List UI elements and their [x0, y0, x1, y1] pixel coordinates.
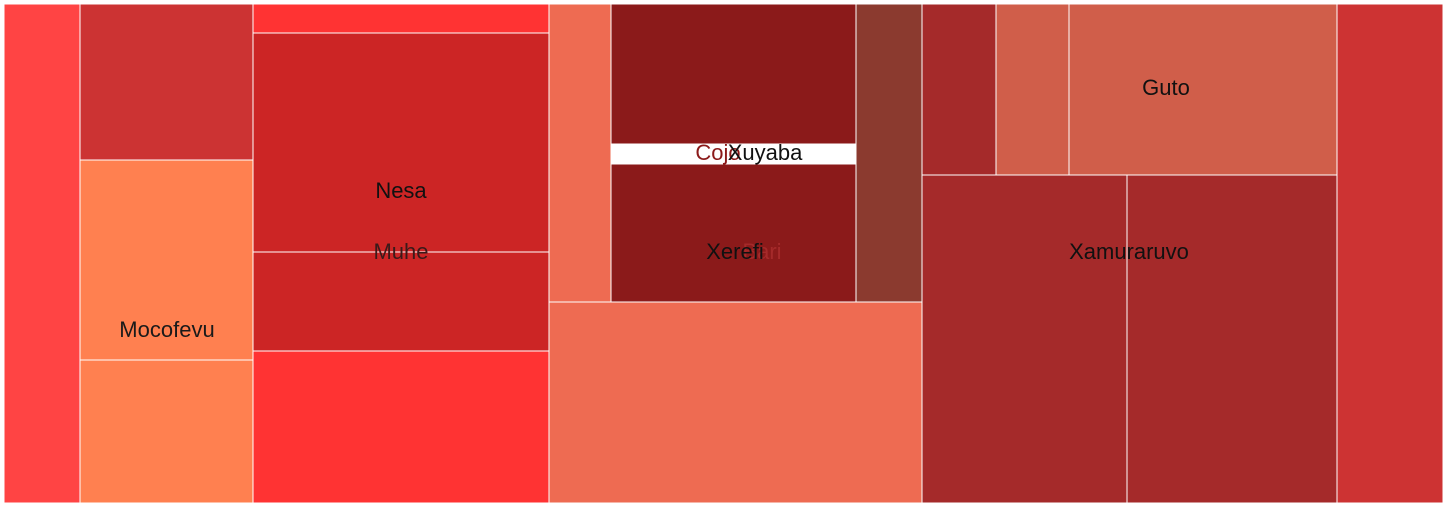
treemap-cell-13 — [855, 3, 923, 303]
treemap-cell-4 — [252, 3, 550, 34]
treemap-cells — [3, 3, 1444, 504]
treemap-cell-14 — [548, 301, 923, 504]
treemap-cell-muhe — [252, 251, 550, 352]
treemap-label-nesa: Nesa — [375, 178, 427, 203]
treemap-label-guto: Guto — [1142, 75, 1190, 100]
treemap-cell-18 — [921, 174, 1128, 504]
treemap-cell-xamuraruvo — [1126, 174, 1338, 504]
treemap-cell-mocofevu — [79, 159, 254, 361]
treemap-cell-0 — [3, 3, 81, 504]
treemap-cell-8 — [548, 3, 612, 303]
treemap-label-cojo: Cojo — [695, 140, 740, 165]
treemap-label-xerefi: Xerefi — [706, 239, 763, 264]
treemap-cell-15 — [921, 3, 997, 176]
treemap-cell-nesa — [252, 32, 550, 253]
treemap-cell-20 — [1336, 3, 1444, 504]
treemap-label-muhe: Muhe — [373, 239, 428, 264]
treemap-cell-3 — [79, 359, 254, 504]
treemap-cell-7 — [252, 350, 550, 504]
treemap-label-xamuraruvo: Xamuraruvo — [1069, 239, 1189, 264]
treemap-label-mocofevu: Mocofevu — [119, 317, 214, 342]
treemap-cell-16 — [995, 3, 1070, 176]
treemap-cell-guto — [1068, 3, 1338, 176]
treemap-cell-xuyaba — [610, 3, 857, 145]
treemap-cell-1 — [79, 3, 254, 161]
treemap-label-xuyaba: Xuyaba — [728, 140, 803, 165]
treemap-label-bari: Bari — [742, 239, 781, 264]
treemap-cell-xerefi — [610, 163, 857, 303]
